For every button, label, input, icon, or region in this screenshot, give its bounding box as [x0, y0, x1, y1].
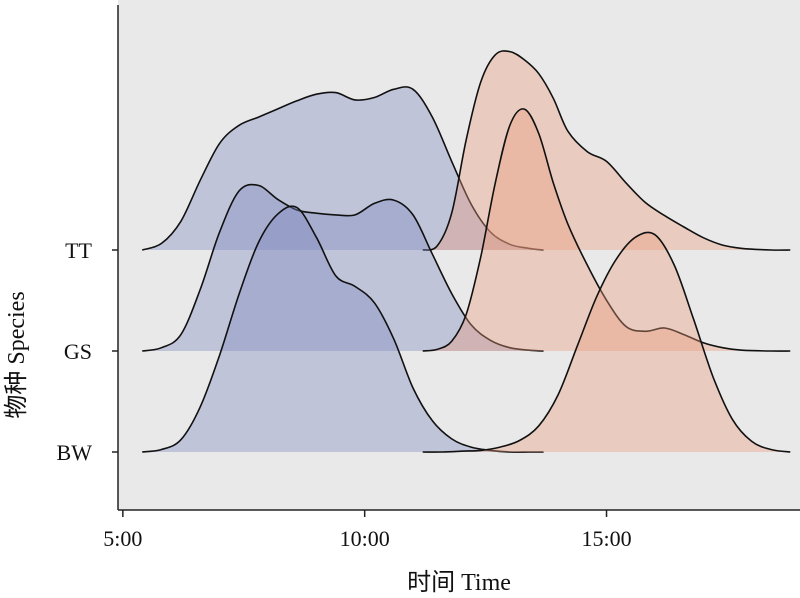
- ridge-line-bw-morning: [142, 205, 544, 453]
- axes: [117, 5, 800, 511]
- x-ticks: 5:00 10:00 15:00: [103, 510, 632, 551]
- y-ticks: TT GS BW: [57, 238, 118, 465]
- x-tick-label-10: 10:00: [340, 526, 390, 551]
- ridge-area-bw-morning: [142, 206, 544, 453]
- x-axis-title: 时间 Time: [407, 569, 511, 596]
- ridge-area-gs-afternoon: [422, 108, 791, 352]
- y-tick-label-gs: GS: [64, 339, 92, 364]
- ridge-area-gs-morning: [142, 184, 544, 351]
- ridge-area-tt-afternoon: [422, 50, 791, 251]
- y-tick-label-tt: TT: [65, 238, 92, 263]
- ridge-line-gs-morning: [142, 183, 544, 352]
- ridge-area-bw-afternoon: [422, 232, 791, 453]
- x-tick-label-5: 5:00: [103, 526, 142, 551]
- plot-background: [118, 0, 800, 510]
- x-tick-label-15: 15:00: [581, 526, 631, 551]
- density-ridges: [141, 50, 791, 453]
- ridge-line-bw-afternoon: [422, 231, 791, 453]
- y-axis-title: 物种 Species: [3, 291, 30, 418]
- y-tick-label-bw: BW: [57, 440, 93, 465]
- ridge-line-tt-morning: [141, 86, 544, 251]
- ridge-line-tt-afternoon: [422, 50, 791, 251]
- ridge-line-gs-afternoon: [422, 108, 791, 352]
- ridge-area-tt-morning: [142, 86, 544, 251]
